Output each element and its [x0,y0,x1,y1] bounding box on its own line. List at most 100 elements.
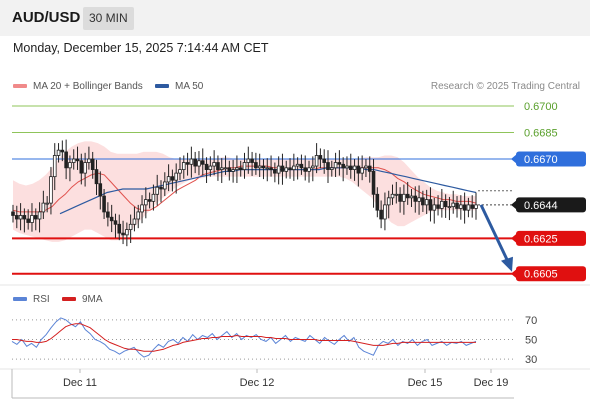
x-tick-label: Dec 11 [63,377,97,389]
candle [45,196,49,213]
candle [333,152,338,177]
candle [128,214,133,243]
candle [18,203,23,231]
candle-body [11,211,15,216]
candle-body [216,162,220,170]
candle [231,159,235,183]
candle [254,152,258,175]
candle [360,155,364,181]
candle [455,196,459,218]
candle-body [284,167,289,172]
candle-body [398,193,402,202]
candle-body [90,158,95,170]
candle-body [204,163,209,170]
candle-body [360,167,364,174]
level-tag-text: 0.6625 [524,233,558,245]
x-tick-label: Dec 15 [408,377,443,389]
candle [322,149,326,174]
candle-body [455,202,459,209]
candle [398,187,402,213]
candle [405,181,410,205]
candle [462,192,467,224]
candle-body [295,163,300,167]
rsi-ma-line [12,323,476,352]
level-tag-text: 0.6605 [524,269,558,281]
candle [125,222,129,247]
candle-body [185,162,190,165]
candle [303,155,308,181]
candle-body [41,202,46,213]
candle [265,158,270,182]
candle-body [49,176,53,204]
candle-body [163,181,167,190]
candle [106,202,110,227]
ma50-line [59,167,477,215]
legend-label: MA 50 [175,81,204,92]
forecast-arrow-head [501,256,513,272]
candle-body [276,165,281,174]
candle [402,184,406,215]
candle [102,189,106,219]
level-tag-bg [516,151,586,167]
candle-body [68,162,72,169]
header-bar: AUD/USD 30 MIN [0,0,590,36]
candle [189,146,194,178]
candle [64,139,68,180]
candle [216,155,220,181]
candle [79,153,84,185]
candle [11,204,15,223]
candle [140,195,144,224]
candle-body [288,167,292,170]
candle-body [371,170,376,195]
candle [22,208,27,233]
candle-body [257,165,262,169]
bollinger-band-fill [13,141,476,242]
level-label-0.6700: 0.6700 [524,101,558,113]
candle-body [87,158,91,163]
candle [71,149,76,170]
candle [257,153,262,177]
level-tag-0.6605: 0.6605 [511,266,586,282]
candle-body [155,186,160,195]
candle [163,172,167,197]
candle-body [83,162,87,174]
legend-swatch [13,84,27,89]
candle [421,190,425,212]
candle [83,152,87,187]
candle [443,194,448,218]
level-tag-pointer [511,154,517,164]
candle [447,196,452,221]
candle-body [106,211,110,218]
candle-body [212,162,216,167]
candle [75,146,80,170]
candle [288,158,292,179]
candle [166,164,171,192]
candle-body [22,215,27,220]
candle-body [242,162,247,170]
level-tag-pointer [511,268,517,279]
candle [367,156,372,183]
level-tag-pointer [511,199,517,210]
symbol-title: AUD/USD [12,9,81,26]
candle-body [109,216,114,222]
candle-body [208,165,213,170]
candle-body [14,215,19,220]
timeframe-badge[interactable]: 30 MIN [83,7,134,30]
candle [68,155,72,182]
forecast-arrow [479,204,513,272]
candle-body [181,162,186,170]
rsi-tick-50: 50 [525,334,537,346]
candle-body [121,232,125,236]
candle-body [125,229,129,236]
legend-swatch [13,297,27,302]
candles [11,139,478,247]
candle-body [265,167,270,170]
level-tag-text: 0.6644 [524,200,558,212]
candle-body [394,193,399,196]
legend-rsi: RSI [13,294,50,305]
x-tick-label: Dec 19 [474,377,509,389]
legend-swatch [62,297,76,302]
candle [193,151,197,174]
candle [341,157,345,182]
